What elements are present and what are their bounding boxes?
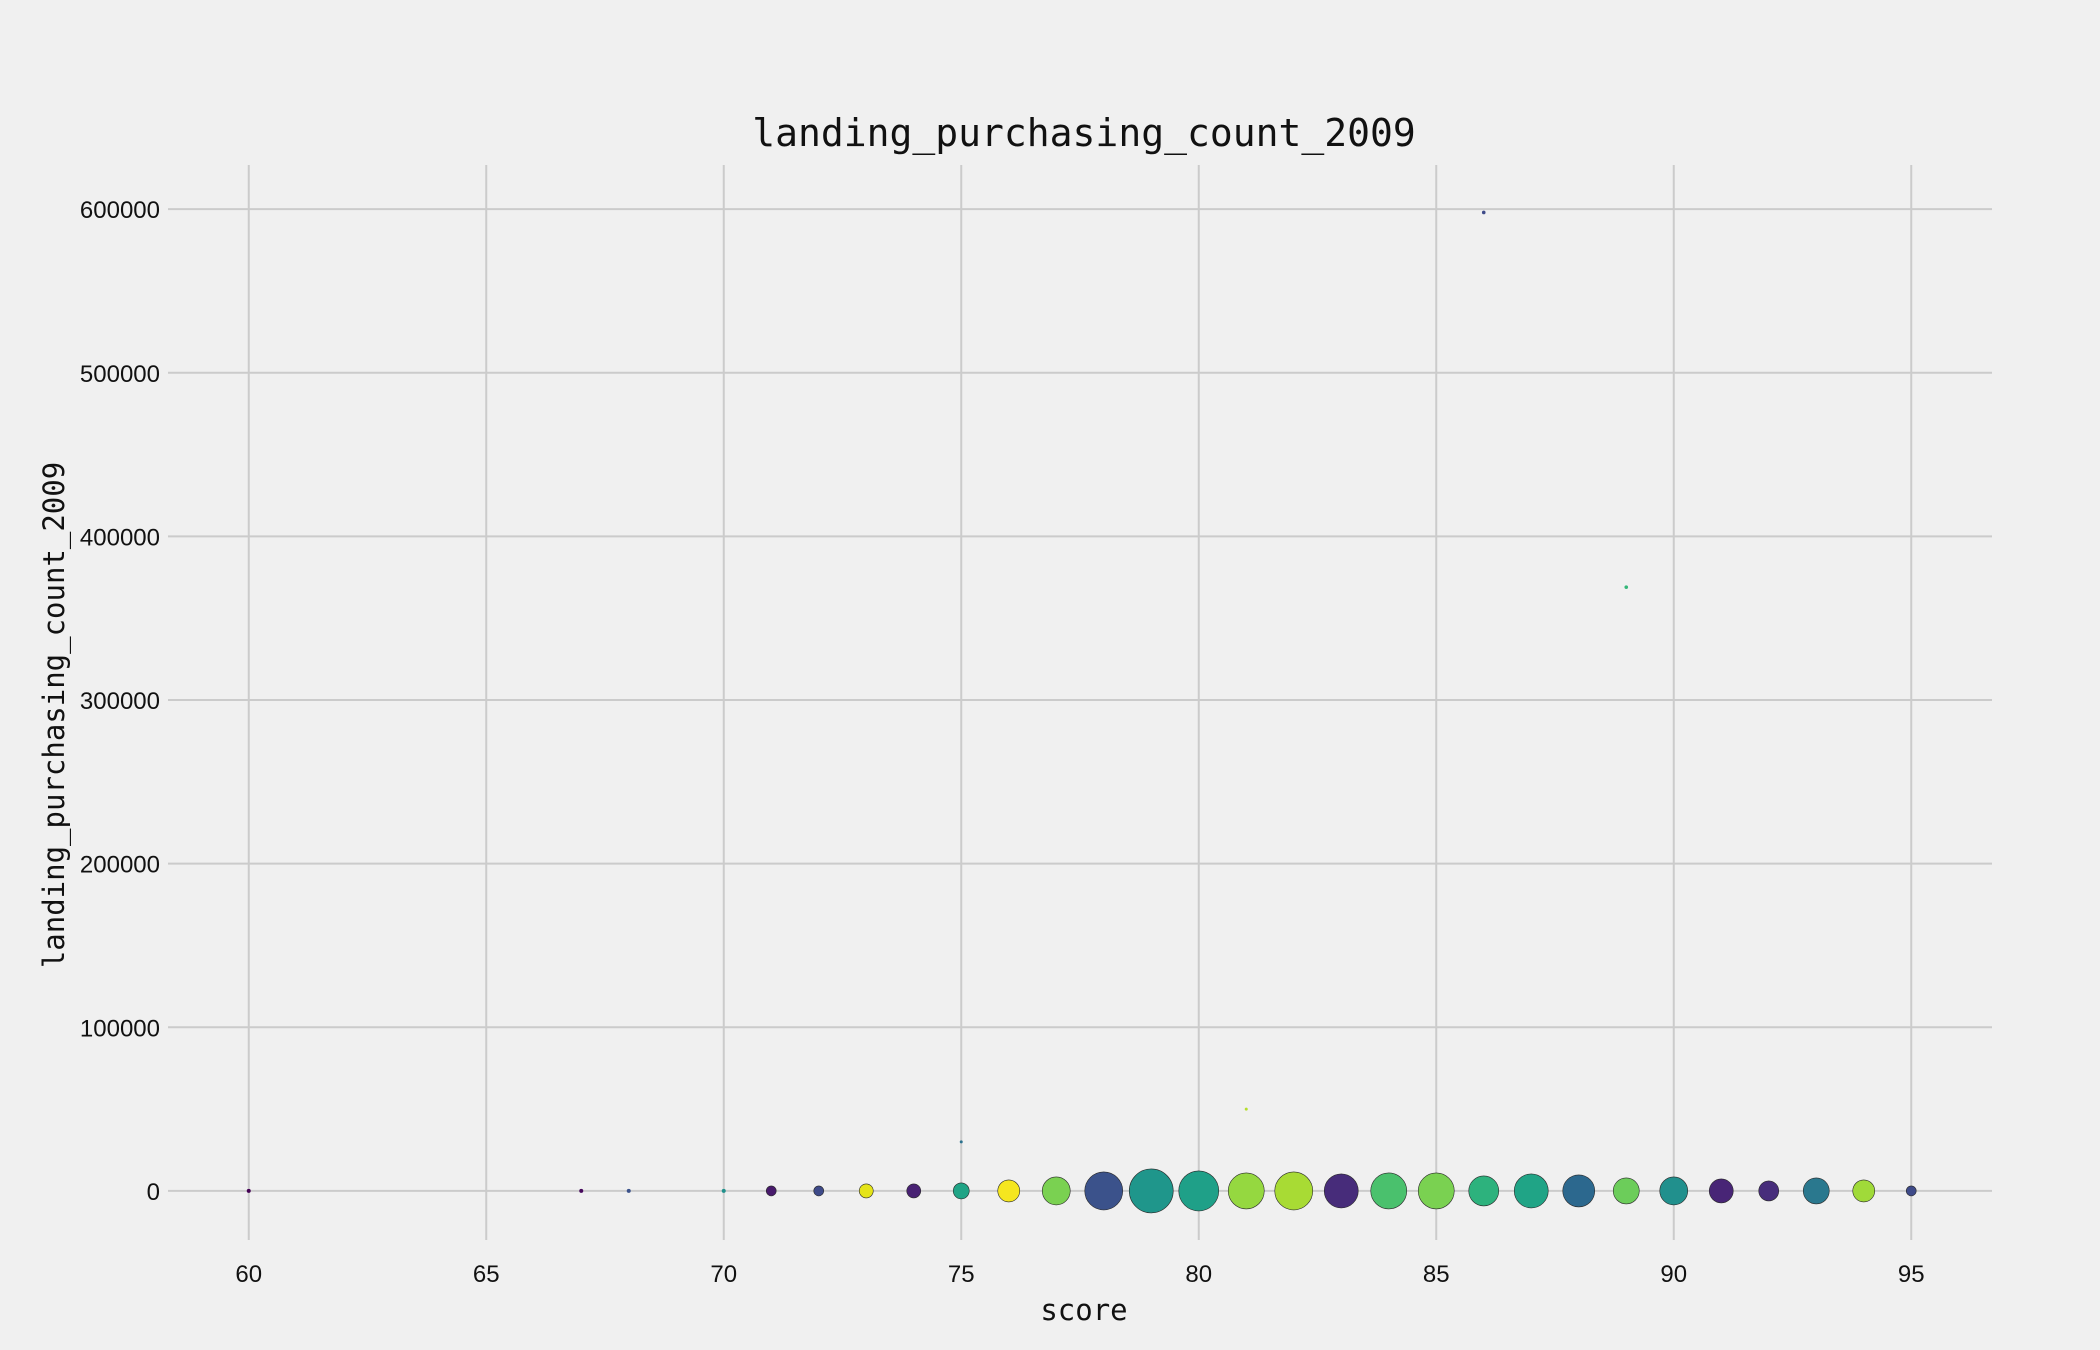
scatter-point	[1274, 1171, 1314, 1211]
scatter-point	[1084, 1171, 1124, 1211]
scatter-point	[1758, 1180, 1780, 1202]
scatter-point	[1852, 1179, 1876, 1203]
scatter-point	[1178, 1170, 1220, 1212]
x-tick-label: 70	[710, 1261, 737, 1288]
scatter-point	[1227, 1172, 1265, 1210]
scatter-point	[1708, 1178, 1734, 1204]
x-tick-label: 85	[1423, 1261, 1450, 1288]
y-tick-labels: 0 100000 200000 300000 400000 500000 600000	[80, 197, 160, 1206]
y-tick-label: 300000	[80, 688, 160, 715]
data-points	[246, 210, 1917, 1214]
scatter-point	[1370, 1172, 1408, 1210]
scatter-point	[1244, 1107, 1248, 1111]
scatter-point	[1513, 1173, 1549, 1209]
scatter-point	[1323, 1173, 1359, 1209]
x-tick-label: 65	[473, 1261, 500, 1288]
x-tick-label: 75	[948, 1261, 975, 1288]
scatter-point	[1802, 1177, 1830, 1205]
scatter-point	[1481, 210, 1486, 215]
x-tick-label: 90	[1660, 1261, 1687, 1288]
y-tick-label: 600000	[80, 197, 160, 224]
y-tick-label: 200000	[80, 852, 160, 879]
x-tick-label: 95	[1898, 1261, 1925, 1288]
scatter-point	[246, 1188, 251, 1193]
scatter-point	[1562, 1174, 1596, 1208]
scatter-point	[858, 1183, 874, 1199]
scatter-point	[959, 1140, 963, 1144]
scatter-point	[813, 1185, 825, 1197]
scatter-point	[1659, 1176, 1689, 1206]
scatter-point	[1128, 1168, 1174, 1214]
scatter-point	[626, 1188, 631, 1193]
scatter-point	[906, 1183, 922, 1199]
gridlines	[168, 165, 1992, 1240]
scatter-point	[1417, 1172, 1455, 1210]
chart-title: landing_purchasing_count_2009	[752, 111, 1415, 156]
x-axis-label: score	[1040, 1293, 1127, 1327]
scatter-point	[765, 1185, 777, 1197]
y-axis-label: landing_purchasing_count_2009	[37, 462, 72, 968]
y-tick-label: 100000	[80, 1015, 160, 1042]
scatter-point	[1468, 1175, 1500, 1207]
y-tick-label: 0	[147, 1179, 160, 1206]
scatter-point	[1612, 1177, 1640, 1205]
scatter-point	[579, 1188, 584, 1193]
x-tick-label: 80	[1185, 1261, 1212, 1288]
scatter-point	[1624, 585, 1629, 589]
scatter-point	[1041, 1176, 1071, 1206]
scatter-point	[1905, 1185, 1917, 1197]
x-tick-label: 60	[235, 1261, 262, 1288]
scatter-point	[721, 1188, 726, 1193]
y-tick-label: 400000	[80, 524, 160, 551]
x-tick-labels: 60 65 70 75 80 85 90 95	[235, 1261, 1924, 1288]
y-tick-label: 500000	[80, 361, 160, 388]
scatter-point	[952, 1182, 970, 1200]
scatter-point	[997, 1179, 1021, 1203]
